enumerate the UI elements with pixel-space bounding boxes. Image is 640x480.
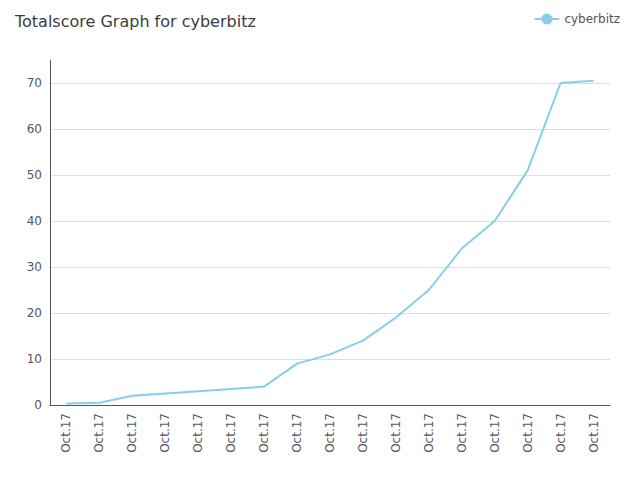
- svg-text:Oct.17: Oct.17: [323, 413, 337, 453]
- svg-text:Oct.17: Oct.17: [587, 413, 601, 453]
- svg-text:30: 30: [27, 260, 42, 274]
- svg-text:cyberbitz: cyberbitz: [564, 12, 620, 26]
- svg-text:Oct.17: Oct.17: [290, 413, 304, 453]
- svg-text:10: 10: [27, 352, 42, 366]
- svg-text:Oct.17: Oct.17: [455, 413, 469, 453]
- svg-text:50: 50: [27, 168, 42, 182]
- svg-text:Oct.17: Oct.17: [257, 413, 271, 453]
- svg-text:Oct.17: Oct.17: [422, 413, 436, 453]
- svg-text:40: 40: [27, 214, 42, 228]
- svg-text:60: 60: [27, 122, 42, 136]
- svg-text:Oct.17: Oct.17: [158, 413, 172, 453]
- svg-text:Oct.17: Oct.17: [125, 413, 139, 453]
- svg-text:Oct.17: Oct.17: [191, 413, 205, 453]
- svg-text:70: 70: [27, 76, 42, 90]
- svg-text:0: 0: [34, 398, 42, 412]
- svg-text:Oct.17: Oct.17: [59, 413, 73, 453]
- svg-text:Oct.17: Oct.17: [389, 413, 403, 453]
- svg-text:Oct.17: Oct.17: [92, 413, 106, 453]
- svg-text:20: 20: [27, 306, 42, 320]
- svg-text:Oct.17: Oct.17: [356, 413, 370, 453]
- svg-text:Oct.17: Oct.17: [521, 413, 535, 453]
- svg-text:Totalscore Graph for cyberbitz: Totalscore Graph for cyberbitz: [14, 12, 256, 31]
- svg-text:Oct.17: Oct.17: [554, 413, 568, 453]
- svg-text:Oct.17: Oct.17: [224, 413, 238, 453]
- svg-text:Oct.17: Oct.17: [488, 413, 502, 453]
